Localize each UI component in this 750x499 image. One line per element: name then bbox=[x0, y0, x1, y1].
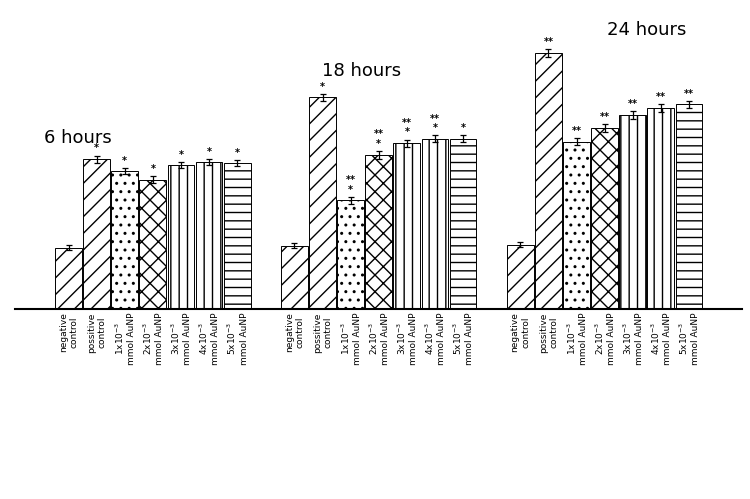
Text: **
*: ** * bbox=[430, 114, 440, 133]
Bar bbox=[56, 248, 82, 309]
Bar bbox=[394, 143, 420, 309]
Bar bbox=[309, 97, 336, 309]
Bar bbox=[676, 104, 702, 309]
Bar bbox=[281, 246, 308, 309]
Text: **
*: ** * bbox=[374, 129, 384, 149]
Text: **: ** bbox=[544, 37, 554, 47]
Text: *: * bbox=[94, 143, 99, 153]
Bar bbox=[535, 53, 562, 309]
Text: **: ** bbox=[656, 92, 666, 102]
Text: *: * bbox=[206, 147, 212, 157]
Text: *: * bbox=[122, 156, 128, 166]
Text: *: * bbox=[150, 164, 155, 174]
Bar bbox=[507, 245, 534, 309]
Bar bbox=[112, 171, 138, 309]
Bar bbox=[620, 115, 646, 309]
Text: *: * bbox=[460, 123, 466, 133]
Text: **: ** bbox=[628, 99, 638, 109]
Text: **: ** bbox=[572, 126, 581, 136]
Bar bbox=[224, 163, 251, 309]
Text: 24 hours: 24 hours bbox=[607, 20, 686, 38]
Text: *: * bbox=[178, 150, 184, 160]
Text: **
*: ** * bbox=[402, 118, 412, 137]
Bar bbox=[196, 162, 223, 309]
Text: **: ** bbox=[600, 112, 610, 122]
Text: 18 hours: 18 hours bbox=[322, 62, 401, 80]
Text: 6 hours: 6 hours bbox=[44, 129, 112, 148]
Bar bbox=[422, 139, 448, 309]
Bar bbox=[167, 165, 194, 309]
Text: *: * bbox=[235, 148, 240, 158]
Bar bbox=[338, 201, 364, 309]
Bar bbox=[450, 139, 476, 309]
Bar bbox=[647, 108, 674, 309]
Bar bbox=[140, 180, 166, 309]
Text: **: ** bbox=[684, 89, 694, 99]
Bar bbox=[563, 142, 590, 309]
Bar bbox=[83, 159, 110, 309]
Bar bbox=[365, 155, 392, 309]
Bar bbox=[591, 128, 618, 309]
Text: **
*: ** * bbox=[346, 175, 355, 195]
Text: *: * bbox=[320, 81, 325, 91]
